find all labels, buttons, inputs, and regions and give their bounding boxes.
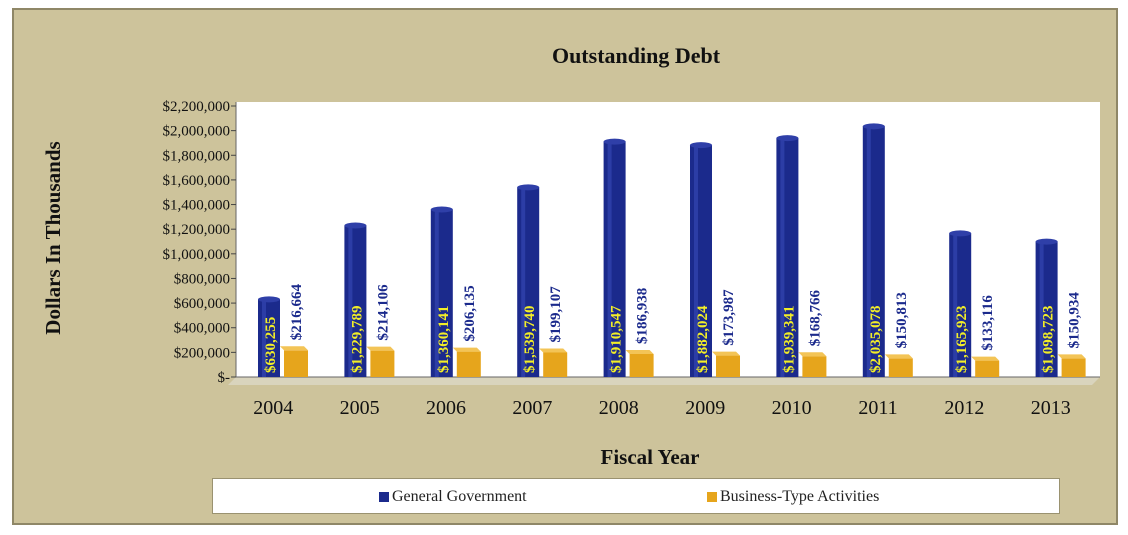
data-label-general-government: $1,165,923 <box>954 306 970 374</box>
x-tick-label: 2005 <box>340 397 380 419</box>
bar-business-type-activities <box>716 355 740 377</box>
y-tick-label: $2,000,000 <box>163 124 231 140</box>
x-tick-label: 2011 <box>858 397 897 419</box>
bar-top-business-type-activities <box>366 346 395 351</box>
y-tick-label: $1,000,000 <box>163 247 231 263</box>
bar-top-business-type-activities <box>539 348 568 353</box>
bar-highlight-general-government <box>521 187 526 377</box>
y-tick-label: $800,000 <box>174 271 230 287</box>
data-label-general-government: $1,882,024 <box>695 305 711 373</box>
bar-top-business-type-activities <box>625 349 654 354</box>
bar-cap-general-government <box>430 206 453 213</box>
bar-cap-general-government <box>862 123 885 130</box>
bar-business-type-activities <box>1061 358 1086 377</box>
bar-top-business-type-activities <box>1057 354 1086 359</box>
data-label-business-type-activities: $214,106 <box>375 284 391 341</box>
bar-top-business-type-activities <box>452 347 481 352</box>
data-label-general-government: $1,939,341 <box>781 306 797 374</box>
y-tick-label: $1,800,000 <box>163 148 231 164</box>
bar-business-type-activities <box>456 351 481 377</box>
bar-cap-general-government <box>258 296 280 303</box>
plot-area: $- $200,000 $400,000 $600,000 $800,000 $1,000… <box>163 99 1100 419</box>
bar-cap-general-government <box>344 222 367 229</box>
data-label-general-government: $2,035,078 <box>868 306 884 374</box>
y-tick-label: $600,000 <box>174 296 230 312</box>
data-label-general-government: $630,255 <box>263 317 279 373</box>
plot-floor <box>228 377 1100 385</box>
data-label-business-type-activities: $186,938 <box>635 288 651 344</box>
bar-highlight-general-government <box>348 225 353 377</box>
bar-highlight-general-government <box>953 233 958 377</box>
x-axis-label: Fiscal Year <box>601 445 700 469</box>
legend-label-business-type-activities: Business-Type Activities <box>720 488 880 505</box>
data-label-business-type-activities: $133,116 <box>980 295 996 351</box>
y-tick-label: $1,200,000 <box>163 222 231 238</box>
bar-top-business-type-activities <box>712 351 740 356</box>
x-tick-label: 2013 <box>1031 397 1071 419</box>
bar-business-type-activities <box>975 360 1000 377</box>
bar-highlight-general-government <box>434 209 439 377</box>
y-tick-label: $2,200,000 <box>163 99 231 115</box>
data-label-business-type-activities: $150,934 <box>1067 292 1083 349</box>
bar-highlight-general-government <box>694 145 698 377</box>
bar-cap-general-government <box>949 230 972 237</box>
bar-business-type-activities <box>543 352 568 377</box>
legend-item-business-type-activities: Business-Type Activities <box>707 488 879 506</box>
y-axis-label: Dollars In Thousands <box>41 141 65 334</box>
bar-business-type-activities <box>629 353 654 377</box>
bar-business-type-activities <box>802 356 827 377</box>
data-label-general-government: $1,360,141 <box>436 306 452 374</box>
data-label-general-government: $1,229,789 <box>349 306 365 374</box>
data-label-business-type-activities: $173,987 <box>721 289 737 346</box>
bar-business-type-activities <box>370 350 395 377</box>
x-tick-label: 2009 <box>685 397 725 419</box>
x-tick-label: 2007 <box>512 397 552 419</box>
bar-cap-general-government <box>603 138 626 145</box>
legend: General Government Business-Type Activit… <box>212 478 1060 514</box>
data-label-business-type-activities: $150,813 <box>894 292 910 348</box>
bar-cap-general-government <box>1035 238 1058 245</box>
bar-business-type-activities <box>888 358 913 377</box>
data-label-general-government: $1,910,547 <box>609 305 625 373</box>
legend-swatch-business-type-activities <box>707 492 717 502</box>
bar-highlight-general-government <box>607 141 612 377</box>
x-tick-label: 2012 <box>944 397 984 419</box>
data-label-general-government: $1,098,723 <box>1041 306 1057 374</box>
bar-cap-general-government <box>776 135 799 142</box>
bar-cap-general-government <box>517 184 540 191</box>
data-label-business-type-activities: $216,664 <box>289 284 305 341</box>
data-label-business-type-activities: $168,766 <box>807 289 823 346</box>
bar-business-type-activities <box>284 350 308 377</box>
x-tick-label: 2006 <box>426 397 466 419</box>
chart-title: Outstanding Debt <box>552 43 721 68</box>
y-tick-label: $200,000 <box>174 345 230 361</box>
bar-top-business-type-activities <box>884 354 913 359</box>
bar-highlight-general-government <box>866 126 871 377</box>
x-tick-label: 2010 <box>772 397 812 419</box>
y-tick-label: $400,000 <box>174 321 230 337</box>
data-label-general-government: $1,539,740 <box>522 306 538 374</box>
bar-highlight-general-government <box>262 299 266 377</box>
bar-top-business-type-activities <box>798 352 827 357</box>
bar-top-business-type-activities <box>280 346 308 351</box>
x-tick-label: 2008 <box>599 397 639 419</box>
legend-swatch-general-government <box>379 492 389 502</box>
y-tick-label: $1,600,000 <box>163 173 231 189</box>
legend-item-general-government: General Government <box>379 488 527 506</box>
bar-highlight-general-government <box>780 138 785 377</box>
bar-highlight-general-government <box>1039 241 1044 377</box>
data-label-business-type-activities: $199,107 <box>548 286 564 343</box>
y-tick-label: $1,400,000 <box>163 198 231 214</box>
legend-label-general-government: General Government <box>392 488 527 505</box>
y-tick-label: $- <box>218 370 231 386</box>
bar-cap-general-government <box>690 142 712 149</box>
data-label-business-type-activities: $206,135 <box>462 285 478 341</box>
x-tick-label: 2004 <box>253 397 293 419</box>
bar-top-business-type-activities <box>971 356 1000 361</box>
